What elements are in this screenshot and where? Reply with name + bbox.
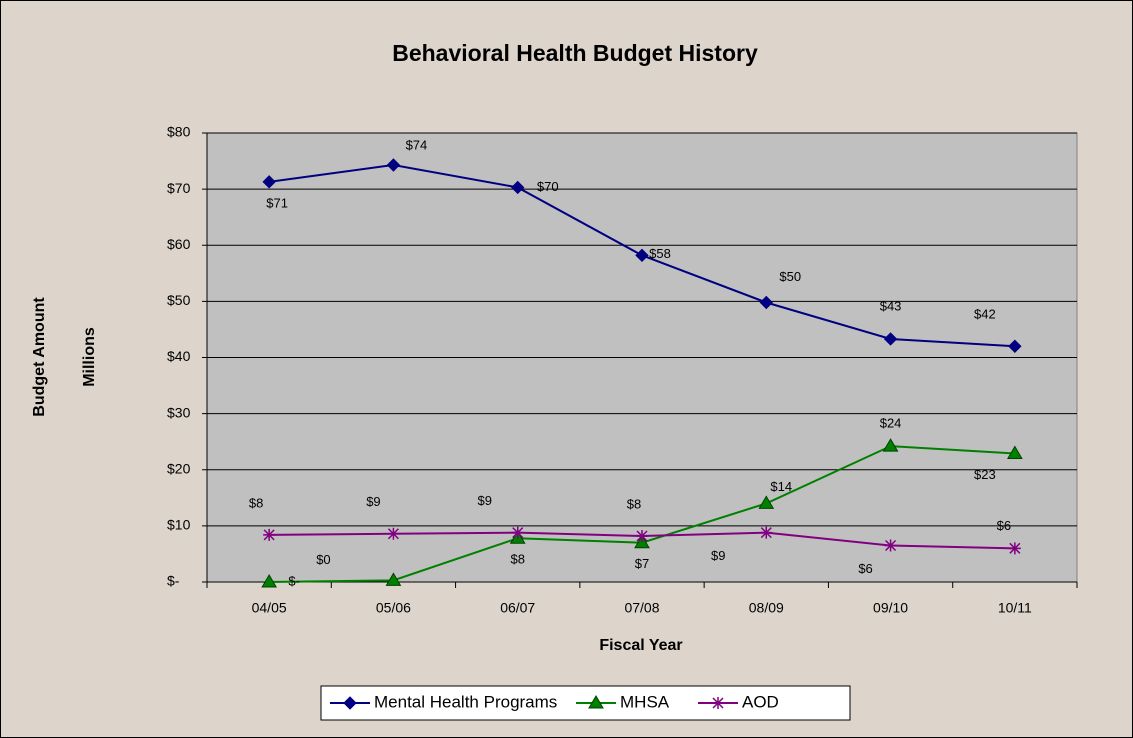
y-tick-label: $80 (167, 124, 191, 140)
marker (385, 572, 402, 586)
marker (884, 539, 897, 552)
marker (635, 248, 649, 263)
data-label: $71 (266, 195, 288, 210)
legend-label: Mental Health Programs (374, 692, 557, 711)
data-label: $14 (770, 479, 792, 494)
x-axis-title: Fiscal Year (599, 637, 682, 654)
marker (882, 438, 899, 452)
y-axis-title: Budget Amount (31, 297, 48, 417)
x-tick-label: 05/06 (376, 600, 411, 616)
data-label: $8 (249, 495, 263, 510)
x-tick-label: 07/08 (624, 600, 659, 616)
data-label: $50 (779, 269, 801, 284)
legend-marker (712, 697, 724, 709)
marker (1008, 542, 1021, 555)
marker (511, 526, 524, 539)
marker (636, 529, 648, 542)
y-tick-label: $70 (167, 180, 191, 196)
marker (883, 332, 898, 346)
marker (758, 495, 775, 509)
y-axis-subtitle: Millions (81, 327, 98, 387)
marker (759, 295, 773, 310)
data-label: $9 (711, 548, 725, 563)
y-tick-label: $- (167, 573, 180, 589)
x-tick-label: 09/10 (873, 600, 908, 616)
marker (261, 574, 278, 588)
data-label: $8 (510, 552, 524, 567)
marker (263, 528, 276, 541)
legend-marker (343, 696, 357, 710)
data-label: $24 (880, 416, 902, 431)
marker (1008, 339, 1022, 353)
marker (1006, 445, 1023, 459)
data-label: $- (288, 573, 300, 588)
legend-label: AOD (742, 692, 779, 711)
data-label: $9 (477, 493, 491, 508)
chart-title: Behavioral Health Budget History (392, 40, 758, 66)
data-label: $42 (974, 307, 996, 322)
marker (387, 527, 400, 540)
y-tick-label: $10 (167, 517, 191, 533)
data-label: $70 (537, 179, 559, 194)
y-tick-label: $50 (167, 292, 191, 308)
x-tick-label: 08/09 (749, 600, 784, 616)
marker (511, 180, 525, 195)
data-label: $9 (366, 494, 380, 509)
data-label: $74 (406, 137, 428, 152)
x-tick-label: 10/11 (998, 600, 1032, 616)
y-tick-label: $40 (167, 348, 191, 364)
y-tick-label: $60 (167, 236, 191, 252)
legend-marker (588, 695, 604, 709)
y-tick-label: $20 (167, 460, 191, 476)
x-tick-label: 04/05 (252, 600, 287, 616)
y-tick-label: $30 (167, 404, 191, 420)
marker (262, 175, 276, 189)
data-label: $23 (974, 467, 996, 482)
data-label: $6 (858, 561, 872, 576)
marker (760, 526, 773, 539)
data-label: $0 (316, 552, 330, 567)
data-label: $7 (635, 556, 649, 571)
data-label: $58 (649, 246, 671, 261)
data-label: $43 (880, 298, 902, 313)
x-tick-label: 06/07 (500, 600, 535, 616)
marker (386, 158, 401, 172)
data-label: $6 (997, 518, 1011, 533)
data-label: $8 (627, 496, 641, 511)
legend-label: MHSA (620, 692, 670, 711)
